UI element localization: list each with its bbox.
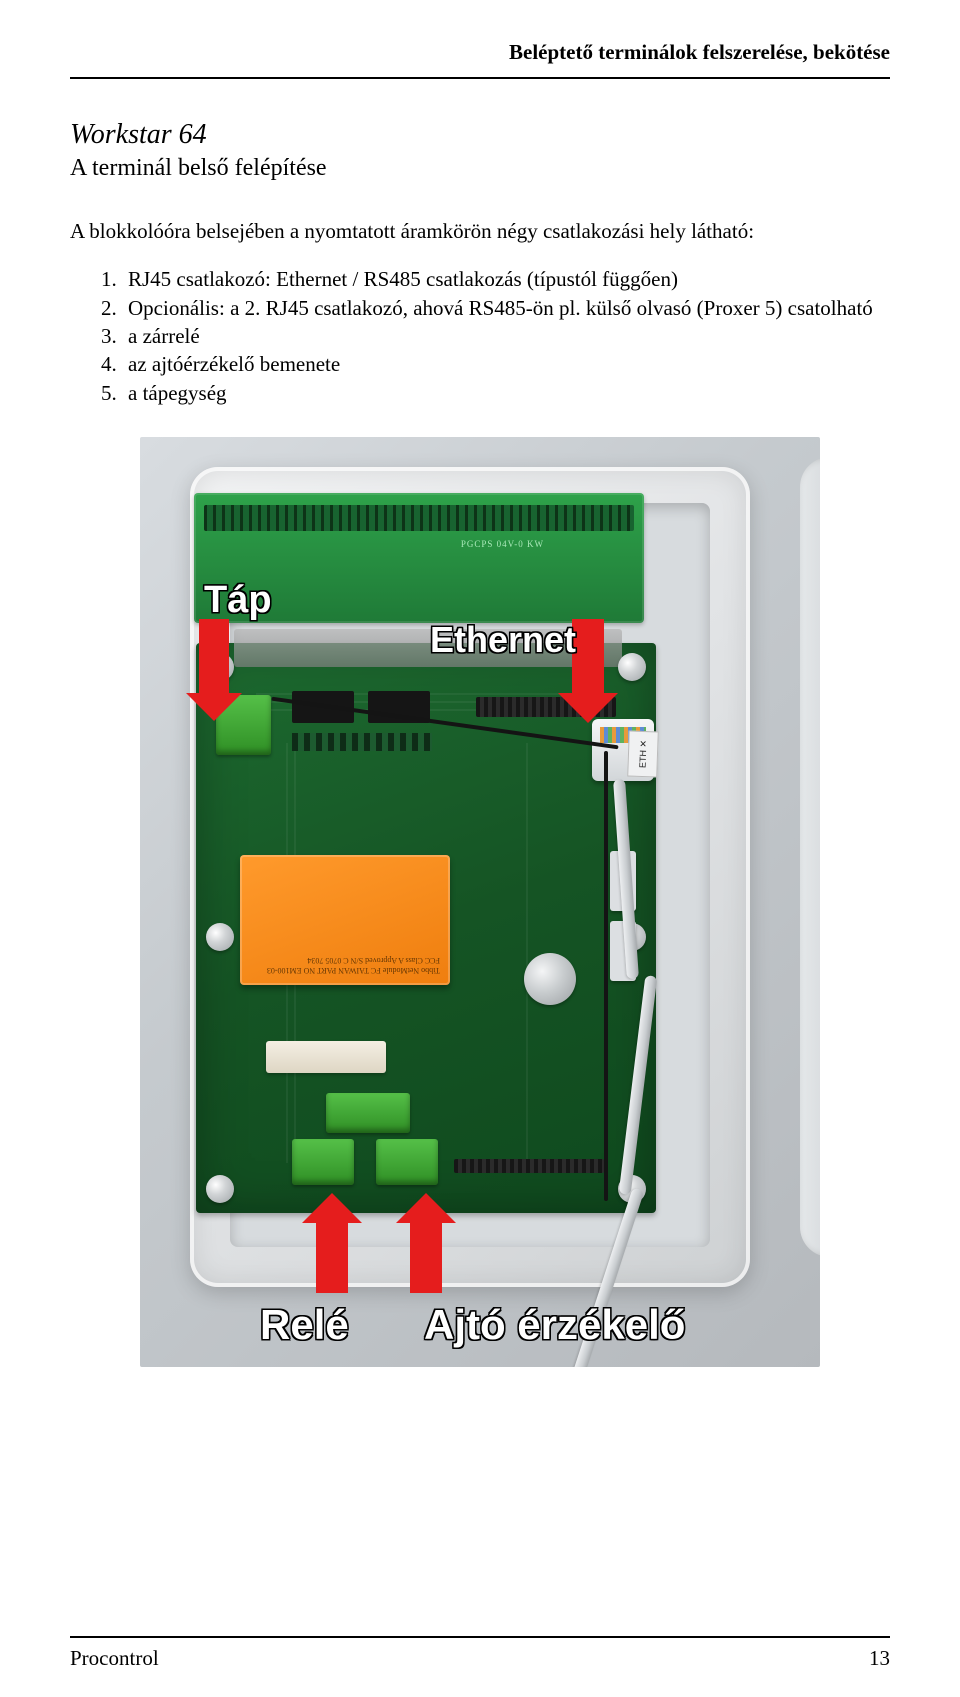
tibbo-netmodule: Tibbo NetModule FC TAIWAN PART NO EM100-… bbox=[240, 855, 450, 985]
list-item: a zárrelé bbox=[122, 322, 890, 350]
pin-header bbox=[476, 697, 616, 717]
case-lid bbox=[800, 457, 820, 1257]
terminal-photo: PGCPS 04V-0 KW bbox=[140, 437, 820, 1367]
flat-connector bbox=[266, 1041, 386, 1073]
label-ethernet: Ethernet bbox=[430, 619, 576, 661]
list-item: a tápegység bbox=[122, 379, 890, 407]
section-subtitle: A terminál belső felépítése bbox=[70, 155, 890, 182]
coin-cell-battery bbox=[524, 953, 576, 1005]
section-title: Workstar 64 bbox=[70, 119, 890, 151]
black-wire bbox=[604, 751, 608, 1201]
connection-list: RJ45 csatlakozó: Ethernet / RS485 csatla… bbox=[70, 265, 890, 407]
standoff bbox=[206, 653, 234, 681]
list-item: az ajtóérzékelő bemenete bbox=[122, 350, 890, 378]
ethernet-cable bbox=[619, 975, 658, 1195]
label-relay: Relé bbox=[260, 1301, 349, 1349]
page-footer: Procontrol 13 bbox=[70, 1636, 890, 1671]
standoff bbox=[206, 923, 234, 951]
pcb-trace bbox=[526, 743, 528, 1163]
main-pcb: Tibbo NetModule FC TAIWAN PART NO EM100-… bbox=[196, 643, 656, 1213]
label-door-sensor: Ajtó érzékelő bbox=[424, 1301, 685, 1349]
door-sensor-terminal bbox=[376, 1139, 438, 1185]
pin-header bbox=[454, 1159, 604, 1173]
lcd-marking: PGCPS 04V-0 KW bbox=[461, 539, 544, 549]
standoff bbox=[618, 653, 646, 681]
standoff bbox=[206, 1175, 234, 1203]
relay-terminal bbox=[292, 1139, 354, 1185]
page-header: Beléptető terminálok felszerelése, beköt… bbox=[70, 40, 890, 79]
tibbo-label: Tibbo NetModule FC TAIWAN PART NO EM100-… bbox=[250, 865, 440, 975]
intro-paragraph: A blokkolóóra belsejében a nyomtatott ár… bbox=[70, 218, 890, 245]
terminal-block bbox=[326, 1093, 410, 1133]
label-tap: Táp bbox=[204, 579, 272, 622]
ethernet-cable-tag: ETH ✕ bbox=[627, 731, 659, 778]
footer-left: Procontrol bbox=[70, 1646, 159, 1671]
lcd-pin-strip bbox=[204, 505, 634, 531]
power-terminal bbox=[216, 695, 271, 755]
resistor-row bbox=[292, 733, 432, 751]
list-item: Opcionális: a 2. RJ45 csatlakozó, ahová … bbox=[122, 294, 890, 322]
page-number: 13 bbox=[869, 1646, 890, 1671]
list-item: RJ45 csatlakozó: Ethernet / RS485 csatla… bbox=[122, 265, 890, 293]
